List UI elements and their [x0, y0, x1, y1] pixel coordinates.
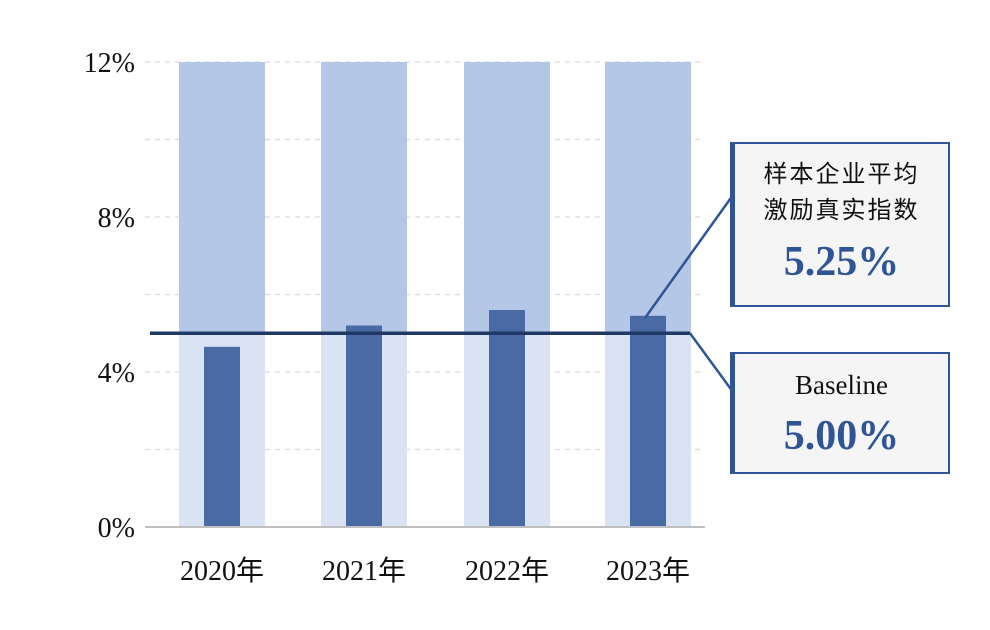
background-column-upper — [179, 62, 265, 334]
callout-title-line-1: 样本企业平均 — [763, 160, 920, 188]
average-index-callout: 样本企业平均 激励真实指数 5.25% — [730, 142, 950, 307]
background-column-upper — [321, 62, 407, 334]
baseline-label: Baseline — [795, 370, 888, 400]
x-tick-label: 2020年 — [180, 555, 264, 587]
y-tick-label: 8% — [98, 203, 135, 234]
value-bar — [489, 310, 525, 527]
background-column-upper — [605, 62, 691, 334]
baseline-callout: Baseline 5.00% — [730, 352, 950, 474]
x-tick-label: 2021年 — [322, 555, 406, 587]
average-leader-line — [643, 194, 735, 319]
baseline-leader-line — [688, 332, 735, 393]
x-tick-label: 2022年 — [465, 555, 549, 587]
y-tick-label: 12% — [84, 48, 135, 79]
background-column-upper — [464, 62, 550, 334]
value-bar — [204, 346, 240, 527]
average-index-value: 5.25% — [783, 239, 900, 285]
value-bar — [346, 325, 382, 527]
x-tick-label: 2023年 — [606, 555, 690, 587]
baseline-value: 5.00% — [783, 413, 900, 459]
y-tick-label: 0% — [98, 513, 135, 544]
value-bar — [630, 315, 666, 527]
y-tick-label: 4% — [98, 358, 135, 389]
callout-title-line-2: 激励真实指数 — [763, 196, 920, 224]
